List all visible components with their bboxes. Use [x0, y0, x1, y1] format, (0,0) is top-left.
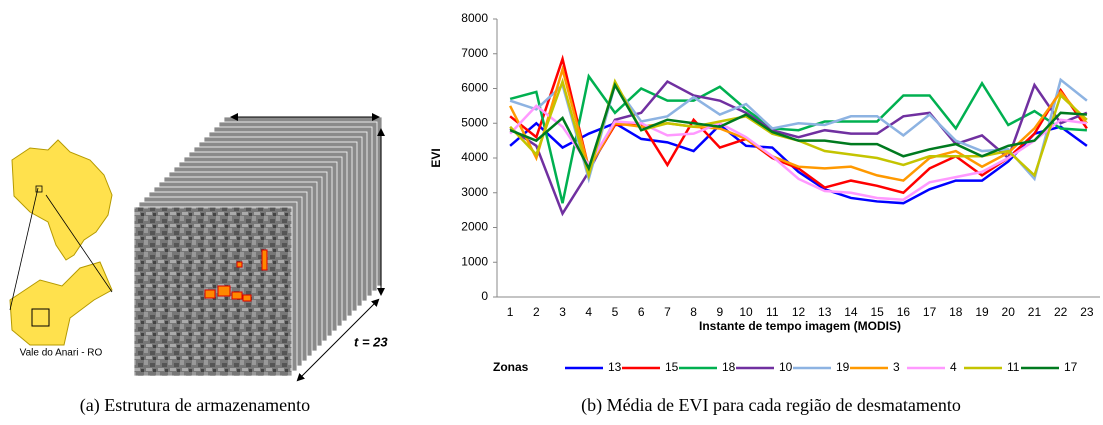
- x-tick-label: 1: [507, 305, 514, 319]
- x-tick-label: 8: [690, 305, 697, 319]
- legend-label: 4: [950, 360, 957, 374]
- x-tick-label: 15: [870, 305, 884, 319]
- hotspot: [261, 249, 268, 271]
- legend-label: 15: [665, 360, 679, 374]
- x-tick-label: 16: [897, 305, 911, 319]
- hotspot: [204, 289, 216, 299]
- y-tick-label: 3000: [461, 185, 488, 199]
- legend-label: 3: [893, 360, 900, 374]
- caption: (a) Estrutura de armazenamento: [80, 395, 310, 416]
- time-arrow: [296, 298, 380, 382]
- series-line: [509, 104, 1088, 201]
- x-tick-label: 18: [949, 305, 963, 319]
- legend-label: 10: [779, 360, 793, 374]
- x-tick-label: 2: [533, 305, 540, 319]
- x-tick-label: 5: [612, 305, 619, 319]
- x-tick-label: 7: [664, 305, 671, 319]
- legend-title: Zonas: [493, 360, 529, 374]
- x-tick-label: 10: [739, 305, 753, 319]
- hotspot: [236, 261, 243, 268]
- caption: (b) Média de EVI para cada região de des…: [581, 395, 961, 416]
- x-tick-label: 6: [638, 305, 645, 319]
- legend-label: 19: [836, 360, 850, 374]
- x-tick-label: 21: [1028, 305, 1042, 319]
- x-tick-label: 23: [1080, 305, 1094, 319]
- x-tick-label: 14: [844, 305, 858, 319]
- image-stack: [133, 116, 383, 377]
- y-tick-label: 0: [481, 289, 488, 303]
- x-axis-title: Instante de tempo imagem (MODIS): [699, 319, 901, 333]
- y-tick-label: 4000: [461, 150, 488, 164]
- x-tick-label: 20: [1002, 305, 1016, 319]
- y-tick-label: 5000: [461, 115, 488, 129]
- y-axis-title: EVI: [429, 148, 443, 167]
- x-tick-label: 4: [585, 305, 592, 319]
- hotspot: [217, 285, 231, 297]
- hotspot: [242, 294, 252, 302]
- map-label: Vale do Anari - RO: [20, 348, 103, 359]
- series-line: [509, 81, 1087, 172]
- x-tick-label: 11: [766, 305, 779, 319]
- legend-label: 11: [1007, 360, 1020, 374]
- y-tick-label: 6000: [461, 81, 488, 95]
- legend-label: 17: [1064, 360, 1078, 374]
- x-tick-label: 12: [792, 305, 806, 319]
- hotspot: [231, 291, 243, 300]
- series-line: [509, 121, 1088, 205]
- x-tick-label: 17: [923, 305, 937, 319]
- y-tick-label: 8000: [461, 11, 488, 25]
- y-tick-label: 7000: [461, 46, 488, 60]
- brazil-map: Vale do Anari - RO: [9, 139, 113, 359]
- legend-label: 13: [608, 360, 622, 374]
- legend-label: 18: [722, 360, 736, 374]
- x-tick-label: 22: [1054, 305, 1068, 319]
- series-line: [509, 73, 1087, 204]
- x-tick-label: 3: [559, 305, 566, 319]
- y-tick-label: 1000: [461, 254, 488, 268]
- stack-label: t = 23: [354, 334, 388, 349]
- x-tick-label: 19: [975, 305, 989, 319]
- y-tick-label: 2000: [461, 220, 488, 234]
- x-tick-label: 9: [717, 305, 724, 319]
- x-tick-label: 13: [818, 305, 832, 319]
